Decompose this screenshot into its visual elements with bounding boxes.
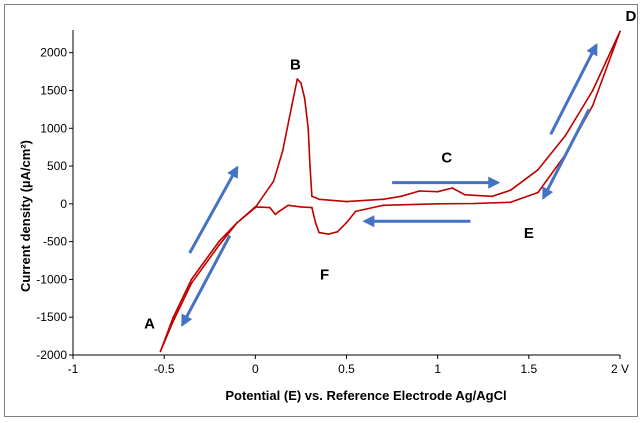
- y-axis-label: Current density (µA/cm²): [18, 140, 33, 292]
- direction-arrow: [542, 108, 591, 200]
- direction-arrow: [181, 234, 232, 327]
- data-point: [172, 320, 175, 322]
- x-axis-label: Potential (E) vs. Reference Electrode Ag…: [225, 388, 506, 403]
- data-point: [278, 210, 280, 213]
- data-point: [473, 202, 475, 205]
- chart-frame: [4, 4, 638, 417]
- data-point: [190, 278, 193, 281]
- y-tick-label: -1000: [36, 272, 67, 286]
- point-label-d: D: [626, 8, 637, 25]
- x-tick-label: 0: [252, 362, 259, 376]
- point-label-e: E: [524, 225, 534, 242]
- data-point: [464, 193, 466, 196]
- y-tick-label: 500: [47, 159, 67, 173]
- data-series: [159, 30, 621, 353]
- direction-arrows: [181, 42, 598, 327]
- data-point: [218, 240, 220, 243]
- x-tick-label: 1.5: [520, 362, 537, 376]
- data-point: [274, 213, 277, 216]
- point-label-a: A: [144, 316, 155, 333]
- data-point: [564, 134, 567, 137]
- data-point: [436, 190, 439, 193]
- data-point: [272, 180, 275, 183]
- data-point: [172, 316, 175, 319]
- data-point: [591, 104, 594, 107]
- data-point: [290, 104, 293, 107]
- data-point: [269, 206, 271, 209]
- point-label-f: F: [320, 266, 329, 283]
- y-tick-label: 1000: [40, 121, 67, 135]
- data-point: [382, 204, 384, 207]
- y-tick-label: 0: [60, 197, 67, 211]
- data-point: [314, 221, 317, 224]
- data-point: [345, 221, 348, 224]
- data-point: [311, 206, 313, 209]
- direction-arrow: [188, 165, 239, 254]
- point-annotations: A B C D E F: [144, 8, 636, 333]
- data-point: [491, 195, 494, 198]
- y-tick-label: -1500: [36, 310, 67, 324]
- data-point: [591, 89, 594, 92]
- data-point: [619, 30, 621, 33]
- data-point: [307, 127, 310, 130]
- point-label-b: B: [290, 56, 301, 73]
- x-tick-label: -1: [68, 362, 79, 376]
- cv-curve-0: [159, 30, 621, 352]
- y-tick-label: 2000: [40, 46, 67, 60]
- x-tick-label: -0.5: [154, 362, 175, 376]
- data-point: [236, 221, 239, 224]
- data-point: [537, 168, 539, 171]
- data-point: [509, 201, 512, 204]
- y-tick-label: 1500: [40, 83, 67, 97]
- data-point: [309, 165, 311, 167]
- axes: [69, 30, 621, 359]
- data-point: [254, 206, 257, 208]
- data-point: [287, 204, 290, 207]
- data-point: [318, 198, 320, 201]
- data-point: [327, 233, 330, 236]
- data-point: [451, 187, 454, 189]
- y-tick-label: -500: [43, 235, 67, 249]
- data-point: [296, 78, 299, 80]
- data-point: [382, 198, 384, 201]
- point-label-c: C: [441, 149, 452, 166]
- data-point: [300, 206, 302, 208]
- x-tick-label: 1: [434, 362, 441, 376]
- data-point: [300, 82, 302, 84]
- data-point: [509, 189, 512, 192]
- data-point: [400, 195, 403, 198]
- x-tick-label: 0.5: [338, 362, 355, 376]
- data-point: [190, 282, 193, 285]
- y-tick-label: -2000: [36, 348, 67, 362]
- data-point: [436, 202, 439, 205]
- data-point: [281, 150, 284, 152]
- x-tick-label: 2 V: [611, 362, 629, 376]
- data-point: [311, 195, 313, 198]
- data-point: [345, 200, 348, 203]
- data-point: [303, 97, 306, 99]
- data-point: [537, 191, 539, 194]
- data-point: [418, 190, 421, 192]
- data-point: [218, 244, 220, 247]
- data-point: [159, 350, 162, 353]
- data-point: [354, 210, 357, 213]
- tick-labels: -1 -0.5 0 0.5 1 1.5 2 V -2000 -1500 -1000 -500 0 500…: [36, 46, 629, 376]
- data-point: [318, 231, 320, 234]
- direction-arrow: [549, 42, 598, 135]
- data-point: [336, 230, 339, 233]
